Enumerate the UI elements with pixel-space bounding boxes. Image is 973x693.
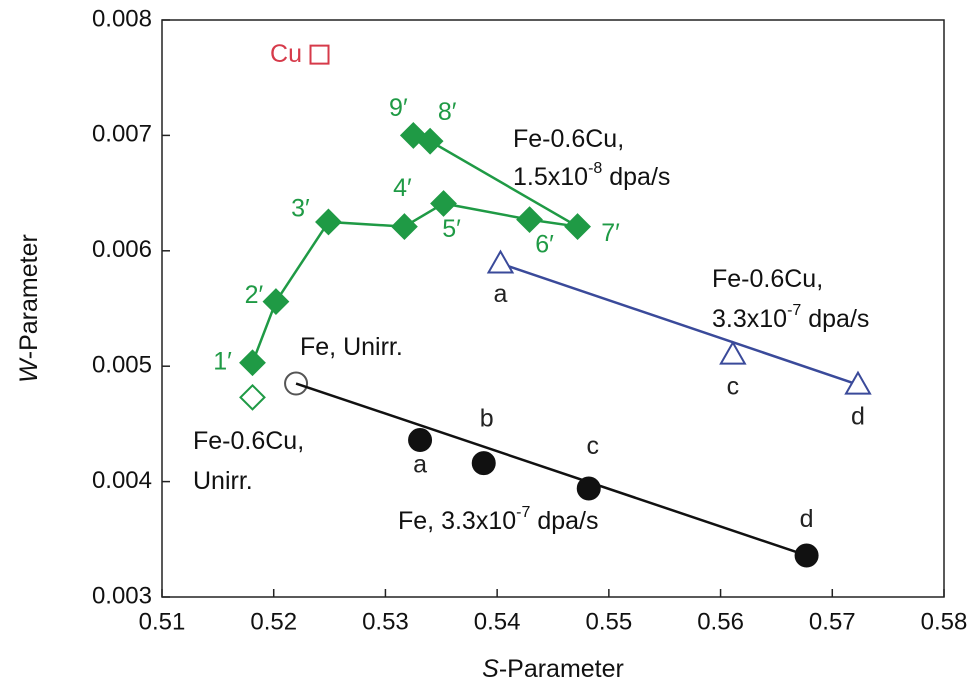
- point: [516, 206, 543, 234]
- point: [576, 476, 601, 501]
- series-name-text: Fe-0.6Cu,: [712, 265, 823, 293]
- series-name-text: Cu: [270, 40, 302, 68]
- series-line: [500, 262, 859, 386]
- series-name-text: Fe, 3.3x10: [398, 507, 516, 535]
- series-name-rest: dpa/s: [801, 305, 869, 333]
- series-name-text: Unirr.: [193, 467, 253, 495]
- point-label: d: [800, 505, 814, 533]
- series-name: 3.3x10-7 dpa/s: [712, 302, 869, 332]
- point-label: c: [727, 372, 740, 400]
- x-tick-label: 0.56: [697, 608, 744, 635]
- point-label: c: [586, 432, 599, 460]
- y-axis-label: W-Parameter: [15, 234, 43, 383]
- point: [309, 44, 330, 65]
- y-tick-label: 0.007: [92, 121, 152, 148]
- point: [408, 428, 433, 453]
- point-label: 5′: [442, 215, 461, 243]
- point-label: 4′: [393, 174, 412, 202]
- point-label: a: [413, 451, 427, 479]
- x-tick-label: 0.55: [585, 608, 632, 635]
- point: [239, 383, 266, 411]
- x-tick-label: 0.57: [809, 608, 856, 635]
- x-axis-label-text: -Parameter: [499, 655, 624, 683]
- point: [262, 288, 290, 315]
- y-tick-label: 0.006: [92, 236, 152, 263]
- fit-line: [295, 382, 807, 557]
- point: [794, 543, 819, 568]
- series-name-sup: -7: [516, 504, 530, 521]
- point-label: 8′: [438, 98, 457, 126]
- y-axis-label-text: -Parameter: [15, 234, 43, 359]
- series-name-text: Fe, Unirr.: [300, 333, 403, 361]
- series-name-sup: -7: [787, 302, 801, 319]
- point: [315, 208, 342, 236]
- x-tick-label: 0.58: [921, 608, 968, 635]
- point: [239, 349, 266, 377]
- series-name: Fe-0.6Cu,: [712, 265, 823, 293]
- series-name-text: Fe-0.6Cu,: [193, 427, 304, 455]
- point: [719, 340, 747, 365]
- y-tick-label: 0.005: [92, 352, 152, 379]
- series-name: Unirr.: [193, 467, 253, 495]
- series-name-rest: dpa/s: [530, 507, 598, 535]
- point-label: 7′: [601, 219, 620, 247]
- point: [391, 213, 418, 240]
- series-name: Fe, Unirr.: [300, 333, 403, 361]
- series-name-text: Fe-0.6Cu,: [513, 125, 624, 153]
- y-tick-label: 0.004: [92, 467, 152, 494]
- series-name-sup: -8: [588, 160, 602, 177]
- point-label: b: [480, 405, 494, 433]
- point: [564, 213, 591, 240]
- point: [486, 249, 515, 274]
- point: [844, 370, 872, 395]
- series-name-text: 1.5x10: [513, 163, 588, 191]
- x-tick-label: 0.51: [139, 608, 186, 635]
- point: [399, 121, 427, 149]
- series-name: Fe-0.6Cu,: [193, 427, 304, 455]
- plot-frame: [161, 19, 945, 598]
- point-label: 3′: [291, 195, 310, 223]
- series-name-text: 3.3x10: [712, 305, 787, 333]
- point-label: 2′: [245, 281, 264, 309]
- series-name: 1.5x10-8 dpa/s: [513, 160, 670, 190]
- x-tick-label: 0.54: [474, 608, 521, 635]
- series-name: Fe, 3.3x10-7 dpa/s: [398, 504, 598, 534]
- x-tick-label: 0.53: [362, 608, 409, 635]
- series-name: Cu: [270, 40, 302, 68]
- point-label: 9′: [389, 94, 408, 122]
- point-label: a: [494, 280, 508, 308]
- x-axis-label-italic: S: [482, 655, 499, 683]
- point-label: 6′: [535, 230, 554, 258]
- series-name: Fe-0.6Cu,: [513, 125, 624, 153]
- point-label: d: [851, 402, 865, 430]
- y-tick-label: 0.003: [92, 582, 152, 609]
- point-label: 1′: [213, 347, 232, 375]
- point: [471, 451, 496, 476]
- series-name-rest: dpa/s: [602, 163, 670, 191]
- point: [430, 190, 457, 217]
- y-tick-label: 0.008: [92, 5, 152, 32]
- x-axis-label: S-Parameter: [482, 655, 624, 683]
- y-axis-label-italic: W: [15, 357, 43, 383]
- x-tick-label: 0.52: [250, 608, 297, 635]
